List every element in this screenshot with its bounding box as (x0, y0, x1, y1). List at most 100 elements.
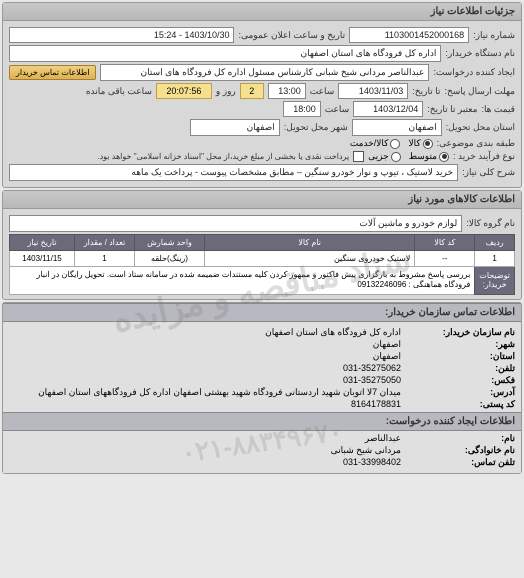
field-location: اصفهان (352, 119, 442, 136)
label-validity-to: معتبر تا تاریخ: (427, 104, 477, 115)
field-remain-time: 20:07:56 (156, 83, 212, 99)
label-time1: ساعت (310, 86, 335, 97)
field-desc: خرید لاستیک ، تیوپ و نوار خودرو سنگین – … (9, 164, 458, 181)
panel-header-details: جزئیات اطلاعات نیاز (3, 3, 521, 21)
td-4: 1 (75, 251, 135, 267)
radio-label-pack-1: کالا/خدمت (350, 138, 389, 149)
contact-label: فکس: (405, 375, 515, 386)
contact-row: شهر: اصفهان (9, 339, 515, 350)
label-city: شهر محل تحویل: (284, 122, 348, 133)
contact-body: نام سازمان خریدار: اداره کل فرودگاه های ا… (3, 322, 521, 473)
field-deadline-date: 1403/11/03 (338, 83, 408, 99)
contact-row: نام سازمان خریدار: اداره کل فرودگاه های ا… (9, 327, 515, 338)
contact-row: تلفن: 031-35275062 (9, 363, 515, 374)
label-requester: نام دستگاه خریدار: (445, 48, 515, 59)
th-0: ردیف (475, 235, 515, 251)
contact-value: میدان 7لا اتوبان شهید اردستانی فرودگاه ش… (38, 387, 401, 398)
table-row: 1 -- لاستیک خودروی سنگین (رینگ)حلقه 1 14… (10, 251, 515, 267)
radio-dot-icon (423, 139, 433, 149)
th-1: کد کالا (415, 235, 475, 251)
radio-process-1[interactable]: جزیی (368, 151, 401, 162)
contact-value: اداره کل فرودگاه های استان اصفهان (265, 327, 401, 338)
label-pack: طبقه بندی موضوعی: (437, 138, 515, 149)
contact-sub-value: 031-33998402 (343, 457, 401, 468)
label-remain-unit: روز و (216, 86, 236, 97)
radio-group-process: متوسط جزیی (368, 151, 449, 162)
radio-pack-1[interactable]: کالا/خدمت (350, 138, 401, 149)
label-validity: قیمت ها: (481, 104, 515, 115)
field-deadline-time: 13:00 (268, 83, 306, 99)
contact-sub-header: اطلاعات ایجاد کننده درخواست: (3, 412, 521, 431)
field-request-no: 1103001452000168 (349, 27, 469, 43)
label-deadline-to: تا تاریخ: (412, 86, 440, 97)
contact-sub-label: تلفن تماس: (405, 457, 515, 468)
radio-pack-0[interactable]: کالا (408, 138, 432, 149)
field-creator: عبدالناصر مردانی شیخ شبانی کارشناس مسئول… (100, 64, 429, 81)
field-city: اصفهان (190, 119, 280, 136)
label-group: نام گروه کالا: (466, 218, 515, 229)
th-4: تعداد / مقدار (75, 235, 135, 251)
td-2: لاستیک خودروی سنگین (205, 251, 415, 267)
radio-label-pack-0: کالا (408, 138, 420, 149)
th-5: تاریخ نیاز (10, 235, 75, 251)
th-2: نام کالا (205, 235, 415, 251)
contact-label: نام سازمان خریدار: (405, 327, 515, 338)
contact-value: 8164178831 (351, 399, 401, 410)
label-request-no: شماره نیاز: (473, 30, 515, 41)
td-0: 1 (475, 251, 515, 267)
panel-header-goods: اطلاعات کالاهای مورد نیاز (3, 191, 521, 209)
contact-sub-value: عبدالناصر (365, 433, 401, 444)
contact-sub-row: نام خانوادگی: مردانی شیخ شبانی (9, 445, 515, 456)
contact-label: تلفن: (405, 363, 515, 374)
panel-contact: اطلاعات تماس سازمان خریدار: نام سازمان خ… (2, 302, 522, 474)
label-announce: تاریخ و ساعت اعلان عمومی: (238, 30, 345, 41)
radio-dot-icon (391, 152, 401, 162)
label-location: استان محل تحویل: (446, 122, 515, 133)
label-remain-suffix: ساعت باقی مانده (86, 86, 152, 97)
contact-label: آدرس: (405, 387, 515, 398)
field-group: لوازم خودرو و ماشین آلات (9, 215, 462, 232)
radio-dot-icon (390, 139, 400, 149)
field-requester: اداره کل فرودگاه های استان اصفهان (9, 45, 441, 62)
field-validity-time: 18:00 (283, 101, 321, 117)
panel-goods-info: اطلاعات کالاهای مورد نیاز نام گروه کالا:… (2, 190, 522, 300)
contact-sub-label: نام: (405, 433, 515, 444)
contact-value: 031-35275050 (343, 375, 401, 386)
contact-sub-label: نام خانوادگی: (405, 445, 515, 456)
label-treasury-note: پرداخت نقدی یا بخشی از مبلغ خرید،از محل … (97, 152, 349, 161)
contact-value: اصفهان (373, 351, 401, 362)
contact-label: شهر: (405, 339, 515, 350)
contact-row: استان: اصفهان (9, 351, 515, 362)
radio-process-0[interactable]: متوسط (409, 151, 449, 162)
label-deadline: مهلت ارسال پاسخ: (444, 86, 515, 97)
contact-row: فکس: 031-35275050 (9, 375, 515, 386)
table-note-row: توضیحات خریدار: بررسی پاسخ مشروط به بارگ… (10, 267, 515, 295)
radio-label-process-0: متوسط (409, 151, 437, 162)
contact-value: اصفهان (373, 339, 401, 350)
td-5: 1403/11/15 (10, 251, 75, 267)
radio-group-pack: کالا کالا/خدمت (350, 138, 433, 149)
panel-need-details: جزئیات اطلاعات نیاز شماره نیاز: 11030014… (2, 2, 522, 188)
contact-sub-value: مردانی شیخ شبانی (331, 445, 401, 456)
contact-sub-row: تلفن تماس: 031-33998402 (9, 457, 515, 468)
goods-table: ردیف کد کالا نام کالا واحد شمارش تعداد /… (9, 234, 515, 295)
field-validity-date: 1403/12/04 (353, 101, 423, 117)
label-process: نوع فرآیند خرید : (453, 151, 515, 162)
table-header-row: ردیف کد کالا نام کالا واحد شمارش تعداد /… (10, 235, 515, 251)
note-cell: بررسی پاسخ مشروط به بارگزاری پیش فاکتور … (10, 267, 475, 295)
label-time2: ساعت (325, 104, 350, 115)
label-desc: شرح کلی نیاز: (462, 167, 515, 178)
contact-label: کد پستی: (405, 399, 515, 410)
contact-row: آدرس: میدان 7لا اتوبان شهید اردستانی فرود… (9, 387, 515, 398)
contact-buyer-button[interactable]: اطلاعات تماس خریدار (9, 65, 96, 80)
contact-value: 031-35275062 (343, 363, 401, 374)
field-announce: 1403/10/30 - 15:24 (9, 27, 234, 43)
radio-dot-icon (439, 152, 449, 162)
td-1: -- (415, 251, 475, 267)
checkbox-treasury[interactable] (353, 151, 364, 162)
field-remain-days: 2 (240, 83, 264, 99)
contact-sub-row: نام: عبدالناصر (9, 433, 515, 444)
contact-header: اطلاعات تماس سازمان خریدار: (3, 303, 521, 322)
contact-label: استان: (405, 351, 515, 362)
th-3: واحد شمارش (135, 235, 205, 251)
